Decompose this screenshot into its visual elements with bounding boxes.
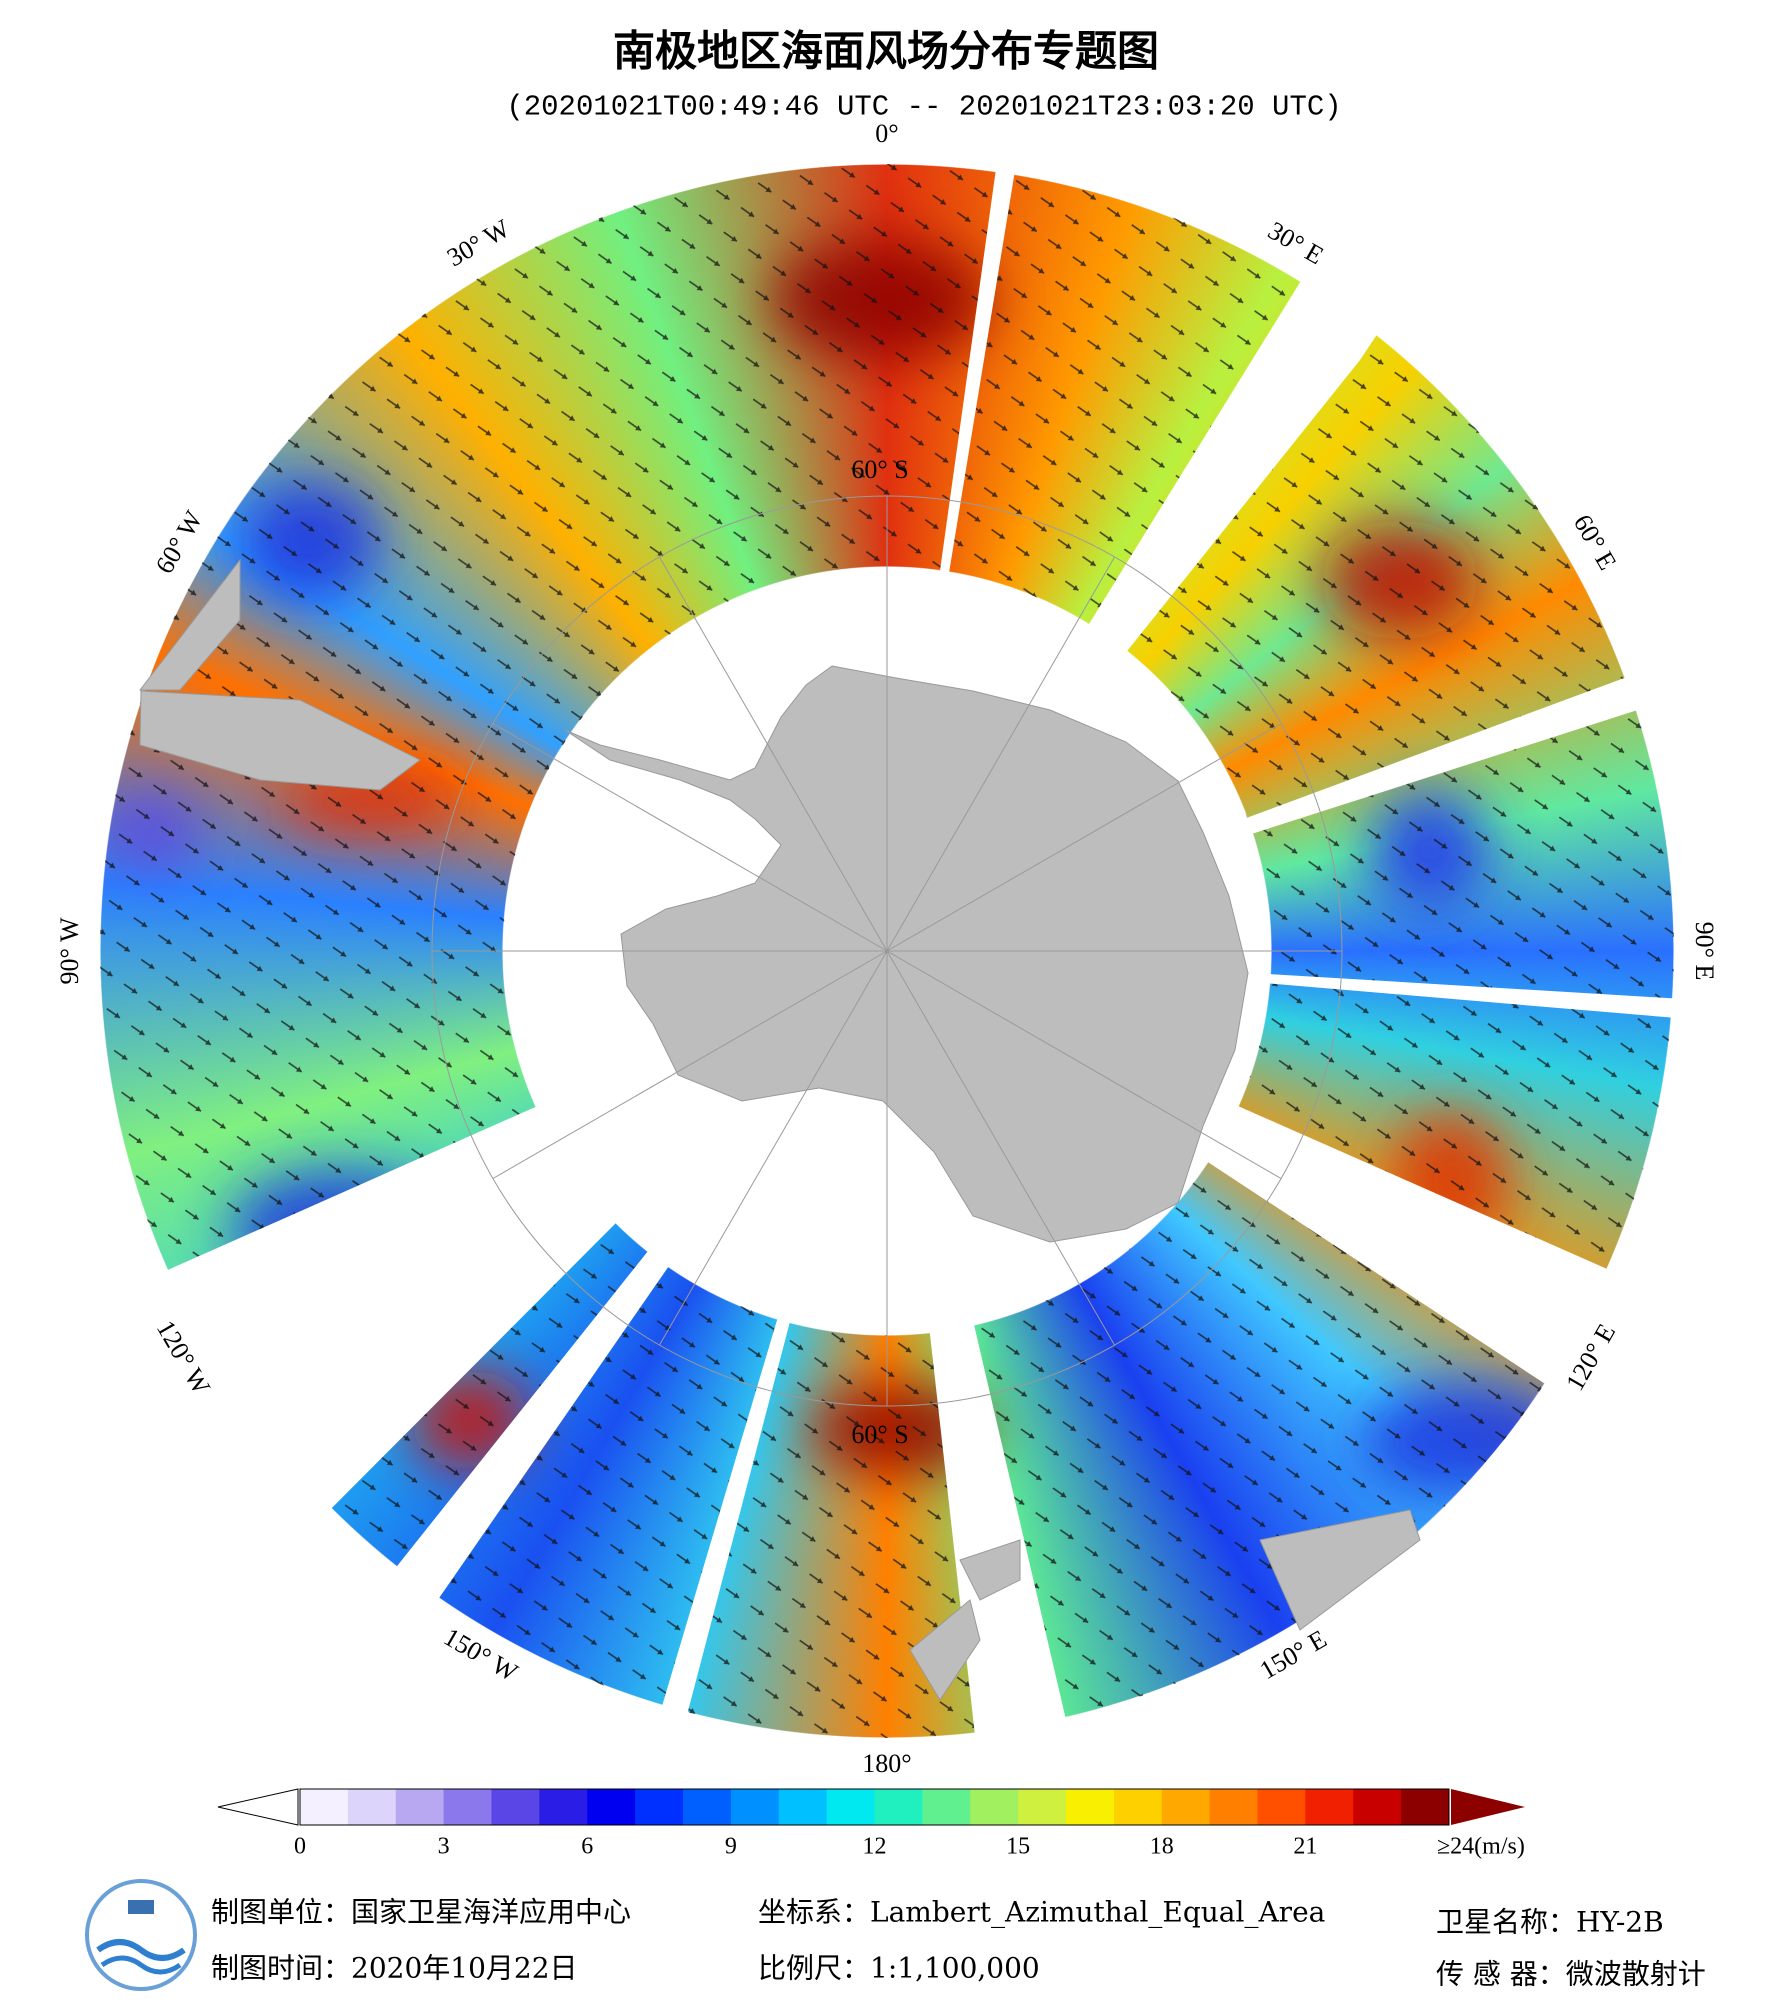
colorbar-segment	[970, 1789, 1019, 1825]
longitude-label: 180°	[862, 1749, 911, 1778]
logo-wave	[100, 1955, 182, 1975]
meridian	[492, 723, 888, 952]
meridian	[659, 556, 888, 952]
colorbar-segment	[778, 1789, 828, 1825]
longitude-label: 60° E	[1568, 510, 1623, 575]
colorbar-segment	[1353, 1789, 1402, 1825]
colorbar-segment	[683, 1789, 732, 1825]
colorbar-tick-label: 9	[725, 1834, 737, 1860]
meridian	[886, 950, 1282, 1179]
colorbar-segment	[347, 1789, 397, 1825]
colorbar-segment	[1209, 1789, 1258, 1825]
longitude-label: 30° E	[1263, 216, 1328, 271]
logo-satellite	[128, 1900, 154, 1914]
colorbar-tick-label: 0	[294, 1834, 306, 1860]
landmass	[138, 558, 1421, 1701]
meridian	[886, 950, 1115, 1346]
colorbar-segment	[1257, 1789, 1306, 1825]
longitude-label: 90° E	[1690, 922, 1719, 981]
colorbar-segment	[1161, 1789, 1211, 1825]
footer-text: 坐标系：Lambert_Azimuthal_Equal_Area	[758, 1896, 1325, 1929]
graticule	[431, 495, 1343, 1407]
meridian	[492, 950, 888, 1179]
title: 南极地区海面风场分布专题图	[613, 27, 1159, 76]
colorbar-tick-label: 18	[1150, 1834, 1174, 1860]
colorbar-segment	[443, 1789, 492, 1825]
colorbar-under	[217, 1788, 299, 1826]
meridian	[886, 556, 1115, 952]
colorbar-segment	[395, 1789, 445, 1825]
colorbar-segment	[539, 1789, 588, 1825]
colorbar-tick-label: ≥24(m/s)	[1437, 1834, 1525, 1860]
colorbar-segment	[826, 1789, 875, 1825]
colorbar-over	[1451, 1789, 1525, 1825]
logo	[85, 1879, 197, 1991]
colorbar-segment	[1018, 1789, 1067, 1825]
colorbar-frame	[299, 1788, 1450, 1826]
footer-text: 制图单位：国家卫星海洋应用中心	[211, 1896, 631, 1929]
colorbar-segment	[300, 1789, 349, 1825]
colorbar-tick-label: 21	[1293, 1834, 1317, 1860]
meridian	[659, 950, 888, 1346]
meridian	[886, 723, 1282, 952]
colorbar-tick-label: 15	[1006, 1834, 1030, 1860]
colorbar-segment	[587, 1789, 636, 1825]
colorbar-segment	[635, 1789, 684, 1825]
footer-text: 制图时间：2020年10月22日	[211, 1952, 578, 1985]
longitude-label: 90° W	[55, 917, 84, 984]
colorbar-tick-label: 6	[581, 1834, 593, 1860]
colorbar-segment	[1305, 1789, 1354, 1825]
colorbar-segment	[1066, 1789, 1115, 1825]
latitude-label: 60° S	[851, 1420, 908, 1449]
logo-wave	[96, 1939, 186, 1961]
subtitle: (20201021T00:49:46 UTC -- 20201021T23:03…	[506, 91, 1341, 124]
colorbar-segment	[730, 1789, 780, 1825]
colorbar-segment	[874, 1789, 923, 1825]
latitude-label: 60° S	[851, 455, 908, 484]
footer-text: 卫星名称：HY-2B	[1436, 1906, 1664, 1939]
colorbar-segment	[491, 1789, 540, 1825]
colorbar-tick-label: 3	[438, 1834, 450, 1860]
longitude-label: 0°	[875, 119, 898, 148]
colorbar-tick-label: 12	[863, 1834, 887, 1860]
colorbar-segment	[1113, 1789, 1163, 1825]
footer-text: 传 感 器：微波散射计	[1436, 1958, 1706, 1991]
colorbar-segment	[922, 1789, 971, 1825]
footer-text: 比例尺：1:1,100,000	[758, 1952, 1040, 1985]
colorbar-segment	[1401, 1789, 1450, 1825]
